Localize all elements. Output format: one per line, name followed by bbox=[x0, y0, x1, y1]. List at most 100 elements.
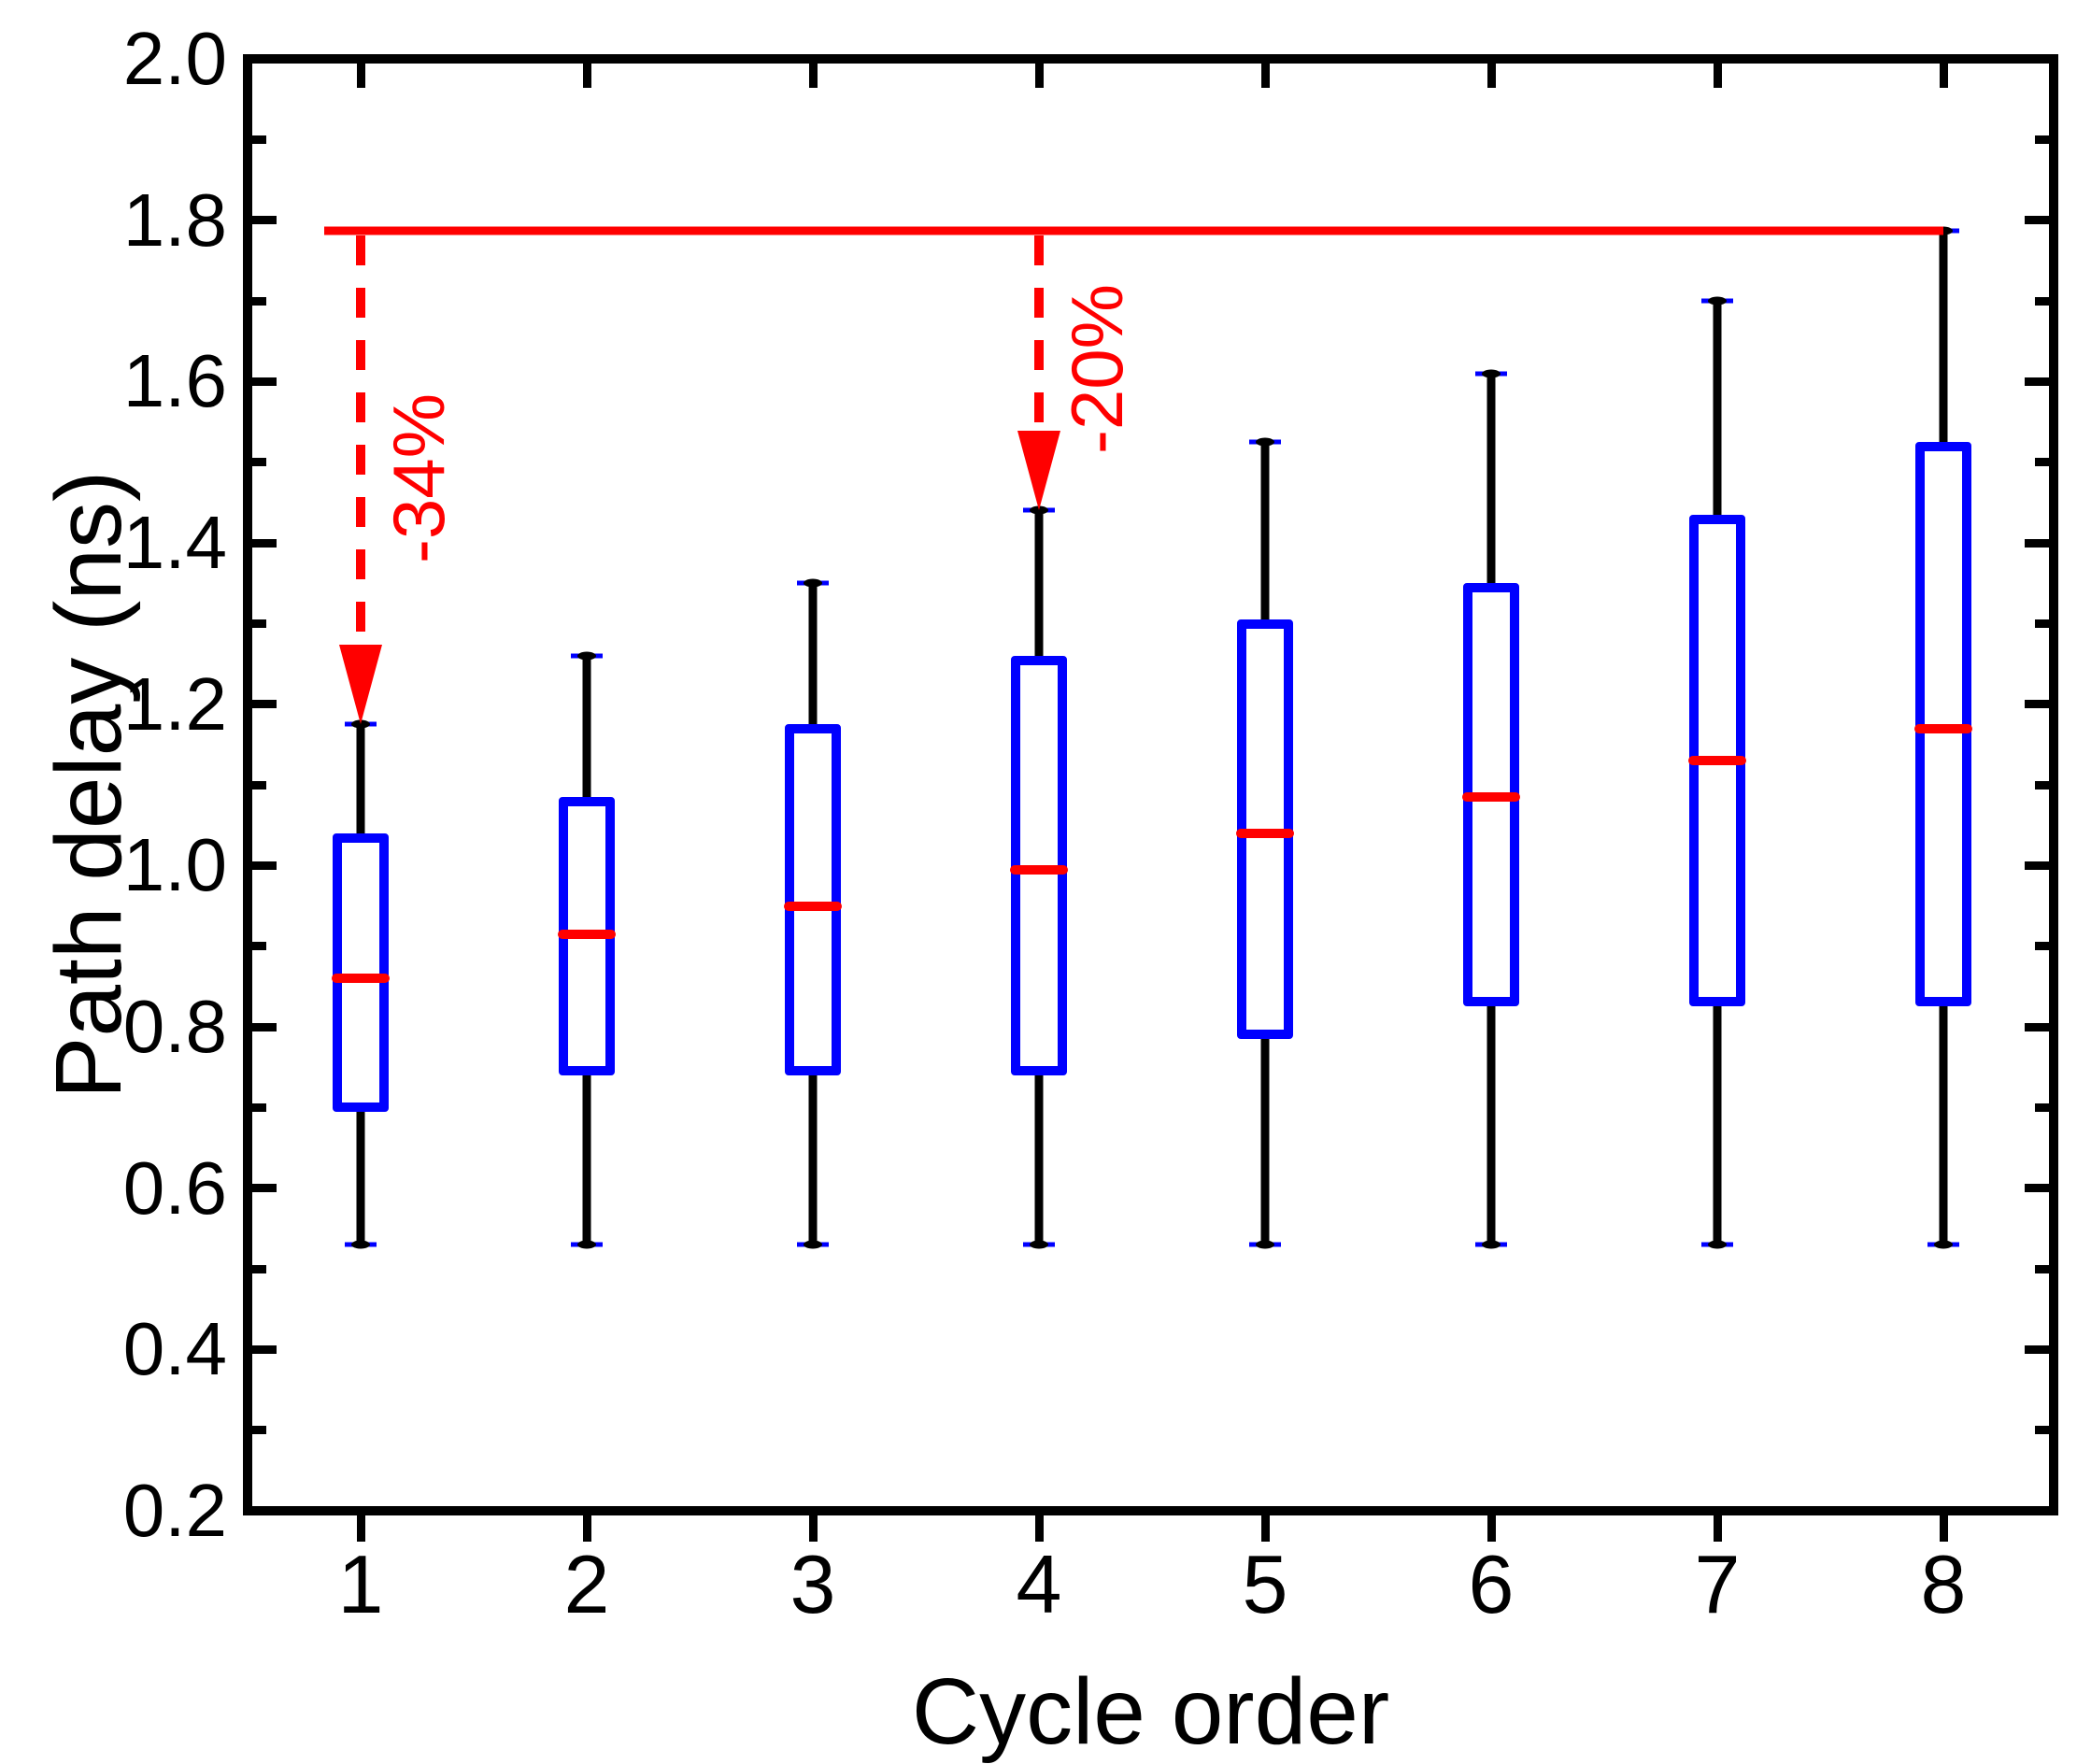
y-tick-left bbox=[252, 1264, 266, 1273]
whisker-cap-dot bbox=[1482, 1240, 1501, 1249]
median-line bbox=[1236, 828, 1294, 838]
x-tick-bottom bbox=[808, 1515, 818, 1542]
y-tick-label: 1.8 bbox=[122, 178, 227, 262]
y-tick-label: 0.8 bbox=[122, 985, 227, 1068]
x-tick-label: 7 bbox=[1694, 1538, 1741, 1630]
x-tick-bottom bbox=[1486, 1515, 1496, 1542]
y-tick-label: 1.0 bbox=[122, 823, 227, 907]
median-line bbox=[1688, 756, 1746, 766]
whisker-upper bbox=[808, 583, 818, 725]
box-cycle-1 bbox=[333, 832, 389, 1112]
arrow-head-icon bbox=[1017, 431, 1060, 511]
arrow-dashed-line bbox=[1034, 235, 1044, 434]
x-tick-label: 6 bbox=[1468, 1538, 1515, 1630]
x-tick-top bbox=[582, 64, 591, 88]
y-tick-left bbox=[252, 1426, 266, 1435]
median-line bbox=[332, 974, 390, 984]
whisker-upper bbox=[1034, 510, 1044, 656]
y-tick-right bbox=[2035, 1102, 2049, 1112]
whisker-cap-dot bbox=[804, 1240, 822, 1249]
arrow-label: -34% bbox=[377, 392, 460, 563]
whisker-upper bbox=[1260, 442, 1270, 619]
y-tick-right bbox=[2025, 216, 2049, 225]
y-tick-right bbox=[2025, 1184, 2049, 1193]
x-tick-top bbox=[356, 64, 365, 88]
y-tick-left bbox=[252, 377, 277, 386]
arrow-label: -20% bbox=[1056, 284, 1138, 455]
whisker-lower bbox=[582, 1074, 591, 1245]
y-tick-label: 1.2 bbox=[122, 662, 227, 746]
whisker-cap-dot bbox=[1934, 226, 1953, 235]
median-line bbox=[1914, 723, 1972, 733]
y-axis-title: Path delay (ns) bbox=[36, 470, 141, 1100]
plot-frame bbox=[243, 54, 2058, 1515]
whisker-lower bbox=[1260, 1038, 1270, 1245]
whisker-cap-dot bbox=[1482, 369, 1501, 378]
x-tick-bottom bbox=[1939, 1515, 1948, 1542]
x-tick-top bbox=[1713, 64, 1722, 88]
whisker-lower bbox=[1939, 1006, 1948, 1245]
whisker-cap-dot bbox=[577, 1240, 596, 1249]
arrow-dashed-line bbox=[356, 235, 365, 647]
x-tick-top bbox=[1260, 64, 1270, 88]
y-tick-right bbox=[2025, 1022, 2049, 1031]
x-tick-top bbox=[808, 64, 818, 88]
y-tick-left bbox=[252, 458, 266, 467]
whisker-cap-dot bbox=[1030, 505, 1048, 515]
y-tick-right bbox=[2035, 1264, 2049, 1273]
arrow-head-icon bbox=[339, 645, 382, 725]
y-tick-label: 1.4 bbox=[122, 501, 227, 584]
x-tick-bottom bbox=[1034, 1515, 1044, 1542]
y-tick-left bbox=[252, 1102, 266, 1112]
whisker-cap-dot bbox=[1256, 437, 1274, 447]
whisker-cap-dot bbox=[1256, 1240, 1274, 1249]
whisker-lower bbox=[1713, 1006, 1722, 1245]
x-tick-bottom bbox=[356, 1515, 365, 1542]
y-tick-right bbox=[2035, 780, 2049, 790]
whisker-cap-dot bbox=[804, 578, 822, 588]
x-tick-bottom bbox=[1260, 1515, 1270, 1542]
median-line bbox=[1010, 864, 1068, 875]
whisker-cap-dot bbox=[577, 651, 596, 661]
x-tick-label: 2 bbox=[563, 1538, 610, 1630]
y-tick-left bbox=[252, 619, 266, 628]
whisker-cap-dot bbox=[1708, 296, 1727, 306]
whisker-cap-dot bbox=[351, 1240, 370, 1249]
y-tick-left bbox=[252, 1344, 277, 1354]
y-tick-label: 0.6 bbox=[122, 1145, 227, 1230]
x-tick-top bbox=[1034, 64, 1044, 88]
y-tick-right bbox=[2025, 377, 2049, 386]
y-tick-right bbox=[2035, 296, 2049, 306]
y-tick-left bbox=[252, 135, 266, 144]
y-tick-right bbox=[2025, 700, 2049, 709]
whisker-upper bbox=[1486, 373, 1496, 584]
y-tick-right bbox=[2035, 1426, 2049, 1435]
x-tick-bottom bbox=[582, 1515, 591, 1542]
y-tick-right bbox=[2025, 538, 2049, 548]
y-tick-label: 2.0 bbox=[122, 17, 227, 100]
x-tick-top bbox=[1939, 64, 1948, 88]
y-tick-right bbox=[2025, 1344, 2049, 1354]
y-tick-left bbox=[252, 942, 266, 951]
y-tick-label: 1.6 bbox=[122, 339, 227, 423]
whisker-cap-dot bbox=[1708, 1240, 1727, 1249]
y-tick-left bbox=[252, 296, 266, 306]
whisker-upper bbox=[1939, 230, 1948, 443]
x-tick-label: 5 bbox=[1242, 1538, 1288, 1630]
x-tick-label: 3 bbox=[789, 1538, 836, 1630]
median-line bbox=[558, 929, 616, 939]
y-tick-label: 0.2 bbox=[122, 1469, 227, 1552]
reference-line bbox=[324, 226, 1943, 235]
whisker-cap-dot bbox=[1934, 1240, 1953, 1249]
y-tick-right bbox=[2025, 861, 2049, 870]
x-tick-top bbox=[1486, 64, 1496, 88]
y-tick-right bbox=[2035, 135, 2049, 144]
y-tick-right bbox=[2035, 458, 2049, 467]
box-cycle-3 bbox=[785, 724, 841, 1075]
y-tick-right bbox=[2035, 942, 2049, 951]
y-tick-left bbox=[252, 700, 277, 709]
whisker-cap-dot bbox=[351, 719, 370, 729]
y-tick-left bbox=[252, 1184, 277, 1193]
x-axis-title: Cycle order bbox=[911, 1659, 1390, 1764]
